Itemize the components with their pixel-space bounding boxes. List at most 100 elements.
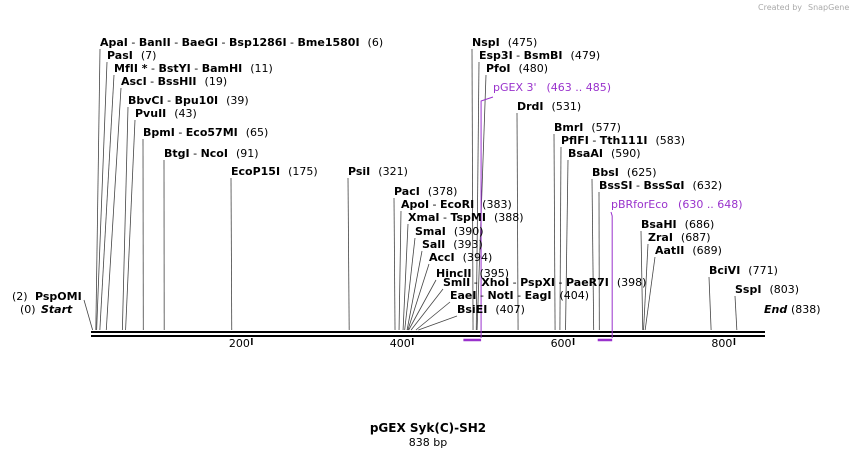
- enzyme-name: Eco57MI: [186, 126, 238, 139]
- site-leader: [640, 230, 644, 331]
- enzyme-name: Esp3I: [479, 49, 513, 62]
- site-position: (388): [494, 211, 524, 224]
- end-label: End: [764, 303, 787, 316]
- enzyme-name: DrdI: [517, 100, 544, 113]
- site-label[interactable]: PacI (378): [394, 185, 457, 198]
- enzyme-name: XmaI: [408, 211, 439, 224]
- site-label[interactable]: AscI - BssHII (19): [121, 75, 227, 88]
- backbone: [91, 331, 765, 337]
- site-label[interactable]: BsaAI (590): [568, 147, 641, 160]
- enzyme-name: AatII: [655, 244, 684, 257]
- enzyme-name: BciVI: [709, 264, 740, 277]
- site-leader: [407, 263, 430, 331]
- site-position: (91): [236, 147, 259, 160]
- site-position: (39): [226, 94, 249, 107]
- enzyme-name: EagI: [525, 289, 552, 302]
- enzyme-name: NspI: [472, 36, 500, 49]
- site-label[interactable]: AccI (394): [429, 251, 492, 264]
- site-leader: [230, 177, 233, 331]
- site-label[interactable]: ApaI - BanII - BaeGI - Bsp1286I - Bme158…: [100, 36, 383, 49]
- enzyme-name: BssSI: [599, 179, 633, 192]
- site-label[interactable]: BciVI (771): [709, 264, 778, 277]
- site-label[interactable]: SmaI (390): [415, 225, 484, 238]
- site-label[interactable]: BpmI - Eco57MI (65): [143, 126, 268, 139]
- enzyme-name: ApaI: [100, 36, 128, 49]
- enzyme-name: BsmBI: [524, 49, 563, 62]
- enzyme-name: PvuII: [135, 107, 166, 120]
- enzyme-name: SspI: [735, 283, 761, 296]
- site-label[interactable]: DrdI (531): [517, 100, 581, 113]
- site-position: (393): [453, 238, 483, 251]
- site-label[interactable]: AatII (689): [655, 244, 722, 257]
- site-leader: [125, 119, 136, 331]
- site-label[interactable]: MfII * - BstYI - BamHI (11): [114, 62, 273, 75]
- site-position: (7): [141, 49, 157, 62]
- site-leader: [402, 223, 409, 331]
- enzyme-name: BaeGI: [182, 36, 218, 49]
- site-labels: ApaI - BanII - BaeGI - Bsp1286I - Bme158…: [100, 36, 799, 316]
- enzyme-name: Bpu10I: [175, 94, 219, 107]
- ruler-ticks: 200 400 600 800: [229, 337, 736, 350]
- ruler-tick-label: 600: [551, 337, 572, 350]
- primer-leader: [610, 211, 613, 338]
- site-label[interactable]: BtgI - NcoI (91): [164, 147, 259, 160]
- site-label[interactable]: SmlI - XhoI - PspXI - PaeR7I (398): [443, 276, 646, 289]
- enzyme-name: PaeR7I: [566, 276, 609, 289]
- site-label[interactable]: Esp3I - BsmBI (479): [479, 49, 600, 62]
- site-label[interactable]: EcoP15I (175): [231, 165, 318, 178]
- site-label[interactable]: ApoI - EcoRI (383): [401, 198, 512, 211]
- site-position: (175): [288, 165, 318, 178]
- site-label[interactable]: BmrI (577): [554, 121, 621, 134]
- site-label[interactable]: EaeI - NotI - EagI (404): [450, 289, 589, 302]
- site-label[interactable]: BsaHI (686): [641, 218, 714, 231]
- site-label[interactable]: PfoI (480): [486, 62, 548, 75]
- enzyme-name: PflFI: [561, 134, 589, 147]
- enzyme-name: BanII: [139, 36, 171, 49]
- site-leader: [553, 133, 556, 331]
- site-label[interactable]: PasI (7): [107, 49, 156, 62]
- enzyme-name: NotI: [487, 289, 513, 302]
- site-label[interactable]: PflFI - Tth111I (583): [561, 134, 685, 147]
- primer-label[interactable]: pBRforEco (630 .. 648): [611, 198, 743, 211]
- site-leader: [410, 288, 444, 331]
- site-label[interactable]: HincII (395): [436, 267, 509, 280]
- site-leader: [418, 315, 458, 331]
- watermark-text: Created by: [758, 3, 802, 12]
- site-label[interactable]: NspI (475): [472, 36, 537, 49]
- site-label[interactable]: XmaI - TspMI (388): [408, 211, 524, 224]
- site-leader: [591, 178, 595, 331]
- site-label[interactable]: SspI (803): [735, 283, 799, 296]
- psp-name: PspOMI: [35, 290, 82, 303]
- psp-leader: [83, 299, 93, 331]
- site-position: (6): [368, 36, 384, 49]
- site-label[interactable]: SalI (393): [422, 238, 483, 251]
- site-label[interactable]: PsiI (321): [348, 165, 408, 178]
- site-label[interactable]: BbsI (625): [592, 166, 657, 179]
- site-label[interactable]: PvuII (43): [135, 107, 197, 120]
- site-label[interactable]: BbvCI - Bpu10I (39): [128, 94, 249, 107]
- site-leader: [99, 74, 115, 331]
- site-position: (394): [463, 251, 493, 264]
- site-position: (395): [480, 267, 510, 280]
- watermark-brand: SnapGene: [808, 3, 849, 12]
- site-leader: [559, 146, 562, 331]
- site-label[interactable]: BssSI - BssSαI (632): [599, 179, 722, 192]
- site-position: (479): [571, 49, 601, 62]
- site-label[interactable]: ZraI (687): [648, 231, 711, 244]
- enzyme-name: SmlI: [443, 276, 470, 289]
- primers: pGEX 3' (463 .. 485) pBRforEco (630 .. 648): [463, 81, 743, 342]
- enzyme-name: BssSαI: [643, 179, 684, 192]
- site-leader: [393, 197, 396, 331]
- map-title: pGEX Syk(C)-SH2: [370, 421, 486, 435]
- enzyme-name: XhoI: [481, 276, 509, 289]
- primer-label[interactable]: pGEX 3' (463 .. 485): [493, 81, 611, 94]
- site-label[interactable]: BsiEI (407): [457, 303, 525, 316]
- enzyme-name: BssHII: [158, 75, 197, 88]
- site-leader: [96, 61, 108, 331]
- site-position: (65): [246, 126, 269, 139]
- site-leader: [105, 87, 122, 331]
- enzyme-name: Bme1580I: [298, 36, 360, 49]
- enzyme-name: SalI: [422, 238, 445, 251]
- site-leader: [408, 279, 437, 331]
